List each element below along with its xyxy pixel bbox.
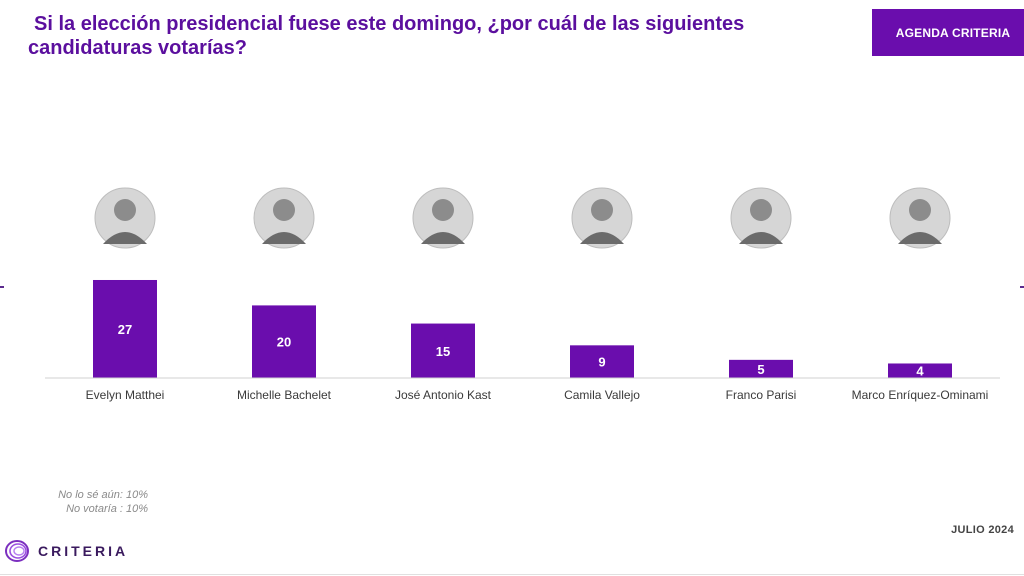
bar-value-label: 5 <box>757 362 764 377</box>
note-no-se: No lo sé aún: 10% <box>58 489 148 501</box>
category-label: Marco Enríquez-Ominami <box>852 388 989 402</box>
chart-title-line2: candidaturas votarías? <box>28 37 247 59</box>
category-label: Franco Parisi <box>726 388 797 402</box>
bar-value-label: 20 <box>277 335 291 350</box>
bar <box>252 305 316 378</box>
bar <box>570 345 634 378</box>
bar-value-label: 9 <box>598 355 605 370</box>
category-label: Michelle Bachelet <box>237 388 332 402</box>
bar-value-label: 15 <box>436 344 450 359</box>
candidate-photo <box>730 187 792 249</box>
bar <box>729 359 793 378</box>
report-date: JULIO 2024 <box>951 524 1014 536</box>
candidate-photo <box>571 187 633 249</box>
footnotes: No lo sé aún: 10% No votaría : 10% <box>40 488 148 516</box>
footer-divider <box>0 574 1024 575</box>
bar <box>93 279 157 378</box>
candidate-photo <box>94 187 156 249</box>
chart-title: Si la elección presidencial fuese este d… <box>28 12 828 60</box>
brand-name: CRITERIA <box>38 543 129 559</box>
criteria-logo: CRITERIA <box>4 538 128 564</box>
category-label: Camila Vallejo <box>564 388 640 402</box>
category-label: José Antonio Kast <box>395 388 492 402</box>
note-no-votaria: No votaría : 10% <box>66 503 148 515</box>
candidate-photo <box>253 187 315 249</box>
bar <box>888 363 952 378</box>
category-label: Evelyn Matthei <box>86 388 165 402</box>
agenda-criteria-badge: AGENDA CRITERIA <box>872 9 1024 56</box>
bar-value-label: 27 <box>118 322 132 337</box>
candidate-photo <box>889 187 951 249</box>
bar-value-label: 4 <box>916 364 924 379</box>
criteria-logo-icon <box>5 540 29 562</box>
chart-title-line1: Si la elección presidencial fuese este d… <box>34 13 745 35</box>
bar <box>411 323 475 378</box>
candidate-photo <box>412 187 474 249</box>
